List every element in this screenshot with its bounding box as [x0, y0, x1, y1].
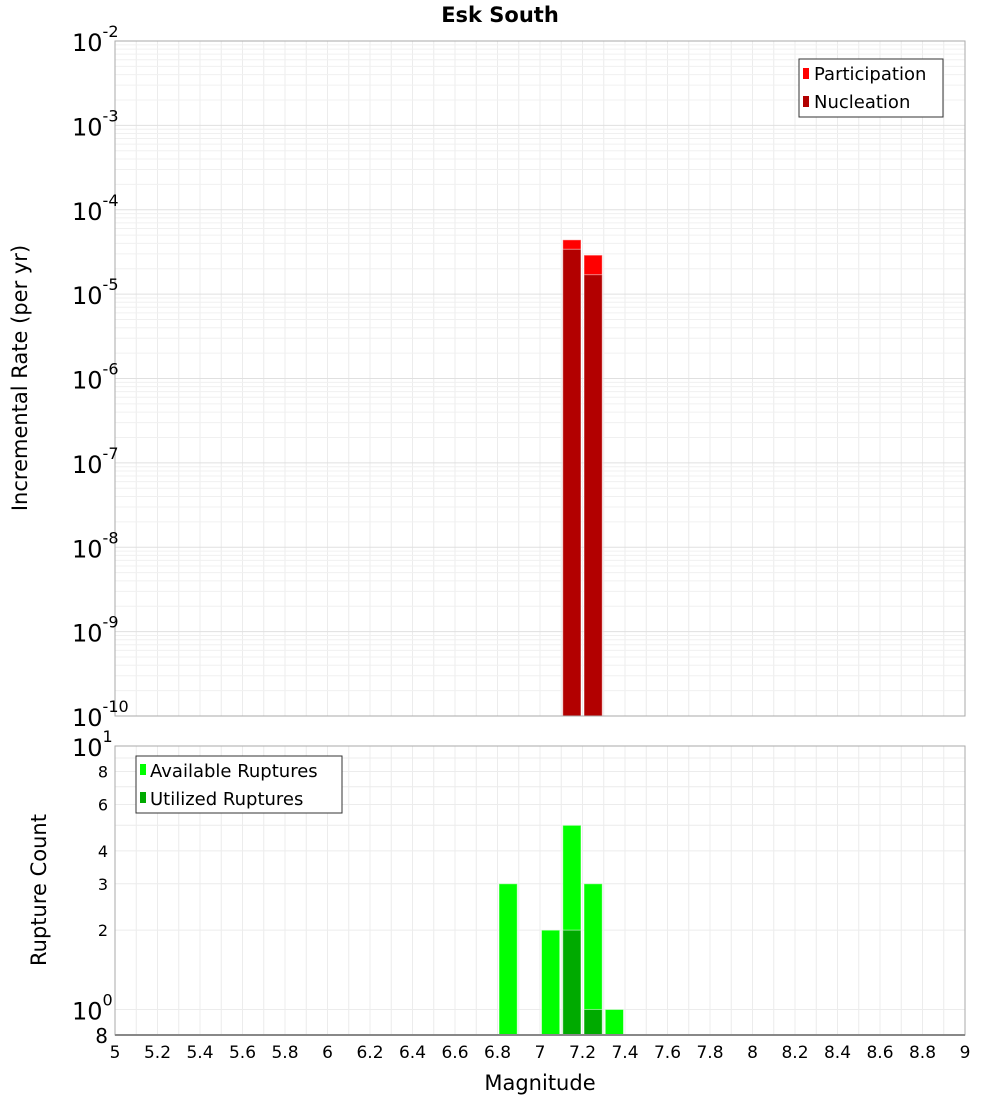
bottom-y-tick-label: 2	[98, 921, 108, 940]
available-ruptures-bar	[604, 1008, 624, 1036]
utilized-ruptures-bar	[583, 1008, 603, 1036]
x-tick-label: 6.2	[356, 1043, 383, 1063]
top-plot-frame	[114, 40, 966, 717]
top-y-tick-label: 10-7	[72, 444, 119, 479]
x-tick-label: 5	[110, 1043, 121, 1063]
top-bars	[562, 239, 603, 717]
legend-swatch-utilized	[140, 792, 146, 803]
x-tick-label: 7.4	[611, 1043, 638, 1063]
bottom-bars	[498, 824, 624, 1036]
x-tick-label: 8	[747, 1043, 758, 1063]
x-tick-label: 8.2	[781, 1043, 808, 1063]
x-axis-label: Magnitude	[484, 1071, 595, 1095]
x-tick-label: 7	[535, 1043, 546, 1063]
top-legend: Participation Nucleation	[798, 58, 944, 118]
top-y-tick-label: 10-8	[72, 528, 119, 563]
top-y-axis-label: Incremental Rate (per yr)	[8, 245, 32, 511]
x-tick-label: 5.6	[229, 1043, 256, 1063]
x-tick-label: 7.2	[569, 1043, 596, 1063]
bottom-y-tick-label: 6	[98, 795, 108, 814]
x-tick-label: 6.4	[399, 1043, 426, 1063]
legend-participation: Participation	[814, 64, 926, 85]
top-y-tick-label: 10-3	[72, 106, 119, 141]
top-y-tick-label: 10-5	[72, 275, 119, 310]
x-tick-label: 7.6	[654, 1043, 681, 1063]
chart-title: Esk South	[441, 3, 559, 27]
x-tick-label: 8.8	[909, 1043, 936, 1063]
top-y-tick-label: 10-10	[72, 697, 129, 732]
bottom-legend: Available Ruptures Utilized Ruptures	[135, 755, 343, 814]
legend-swatch-participation	[803, 68, 809, 79]
legend-swatch-nucleation	[803, 96, 809, 107]
x-tick-label: 5.2	[144, 1043, 171, 1063]
bottom-y-tick-label: 3	[98, 875, 108, 894]
x-tick-label: 6	[322, 1043, 333, 1063]
x-tick-label: 5.4	[186, 1043, 213, 1063]
bottom-y-tick-label: 4	[98, 842, 108, 861]
bottom-y-axis-label: Rupture Count	[27, 814, 51, 966]
available-ruptures-bar	[541, 929, 561, 1036]
legend-nucleation: Nucleation	[814, 92, 910, 113]
top-y-tick-label: 10-6	[72, 360, 119, 395]
legend-available: Available Ruptures	[150, 761, 318, 782]
x-tick-label: 8.6	[866, 1043, 893, 1063]
bottom-y-tick-label: 101	[72, 727, 113, 762]
nucleation-bar	[562, 248, 582, 717]
x-tick-label: 5.8	[271, 1043, 298, 1063]
x-tick-label: 8.4	[824, 1043, 851, 1063]
bottom-y-tick-label: 8	[95, 1024, 108, 1048]
top-y-tick-label: 10-9	[72, 613, 119, 648]
x-tick-label: 6.6	[441, 1043, 468, 1063]
top-grid	[114, 41, 966, 717]
bottom-y-tick-label: 100	[72, 990, 113, 1025]
x-tick-label: 9	[960, 1043, 971, 1063]
top-y-tick-label: 10-2	[72, 22, 119, 57]
nucleation-bar	[583, 274, 603, 717]
bottom-y-tick-label: 8	[98, 763, 108, 782]
x-tick-label: 6.8	[484, 1043, 511, 1063]
utilized-ruptures-bar	[562, 929, 582, 1036]
top-y-tick-label: 10-4	[72, 191, 119, 226]
legend-swatch-available	[140, 764, 146, 775]
legend-utilized: Utilized Ruptures	[150, 789, 303, 810]
x-tick-label: 7.8	[696, 1043, 723, 1063]
available-ruptures-bar	[498, 883, 518, 1036]
